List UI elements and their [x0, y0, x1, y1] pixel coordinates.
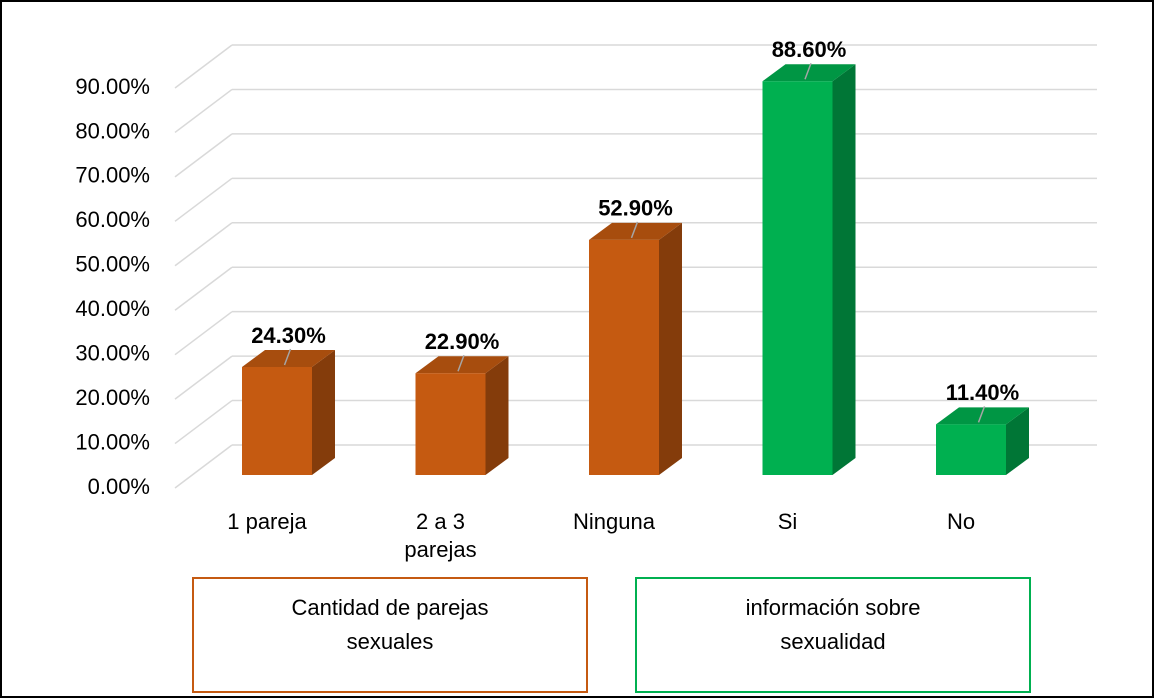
bar-top	[242, 350, 335, 367]
bar-side	[312, 350, 335, 475]
bar-top	[762, 64, 856, 82]
grid-line	[174, 88, 233, 134]
value-label: 22.90%	[425, 329, 500, 354]
y-tick-label: 30.00%	[75, 340, 150, 365]
bar	[589, 222, 682, 475]
grid-line	[174, 222, 233, 267]
y-tick-label: 70.00%	[75, 163, 150, 188]
bar-front	[936, 424, 1006, 475]
bar	[242, 350, 335, 475]
bar	[762, 64, 856, 475]
grid-line	[174, 44, 233, 89]
y-tick-label: 10.00%	[75, 429, 150, 454]
x-tick-label: 2 a 3 parejas	[404, 509, 476, 562]
leader-line	[804, 62, 812, 80]
leader-line	[630, 221, 639, 239]
bar-top	[936, 407, 1029, 425]
bar-front	[415, 373, 486, 475]
bar	[415, 356, 509, 475]
bar-top	[589, 222, 682, 240]
grid-line	[174, 399, 233, 445]
bar-front	[589, 239, 659, 475]
x-tick-label: Si	[778, 509, 798, 534]
grid-line	[174, 266, 233, 311]
y-tick-label: 90.00%	[75, 74, 150, 99]
value-label: 52.90%	[598, 196, 673, 221]
grid-line	[174, 444, 233, 489]
value-label: 24.30%	[251, 323, 326, 348]
grid-line	[174, 133, 233, 178]
y-tick-label: 50.00%	[75, 252, 150, 277]
y-tick-label: 40.00%	[75, 296, 150, 321]
group-label: Cantidad de parejas sexuales	[292, 595, 489, 654]
bar-top	[415, 356, 509, 374]
bar-side	[485, 356, 509, 475]
x-tick-label: 1 pareja	[227, 509, 307, 534]
grid-line	[174, 177, 233, 222]
y-tick-label: 60.00%	[75, 207, 150, 232]
leader-line	[977, 406, 986, 423]
value-label: 11.40%	[946, 380, 1019, 405]
y-tick-label: 80.00%	[75, 118, 150, 143]
grid-line	[174, 311, 233, 356]
group-box	[192, 577, 588, 693]
leader-line	[283, 348, 292, 366]
bar-front	[242, 367, 312, 475]
bar-side	[1006, 407, 1029, 475]
leader-line	[457, 354, 465, 372]
bar-side	[659, 222, 682, 475]
x-tick-label: No	[947, 509, 975, 534]
y-tick-label: 20.00%	[75, 385, 150, 410]
y-tick-label: 0.00%	[88, 474, 150, 499]
x-tick-label: Ninguna	[573, 509, 656, 534]
group-label: información sobre sexualidad	[746, 595, 921, 654]
bar-side	[832, 64, 856, 475]
bar	[936, 407, 1029, 475]
group-box	[635, 577, 1031, 693]
value-label: 88.60%	[772, 37, 847, 62]
grid-line	[174, 355, 233, 400]
bar-front	[762, 81, 833, 475]
